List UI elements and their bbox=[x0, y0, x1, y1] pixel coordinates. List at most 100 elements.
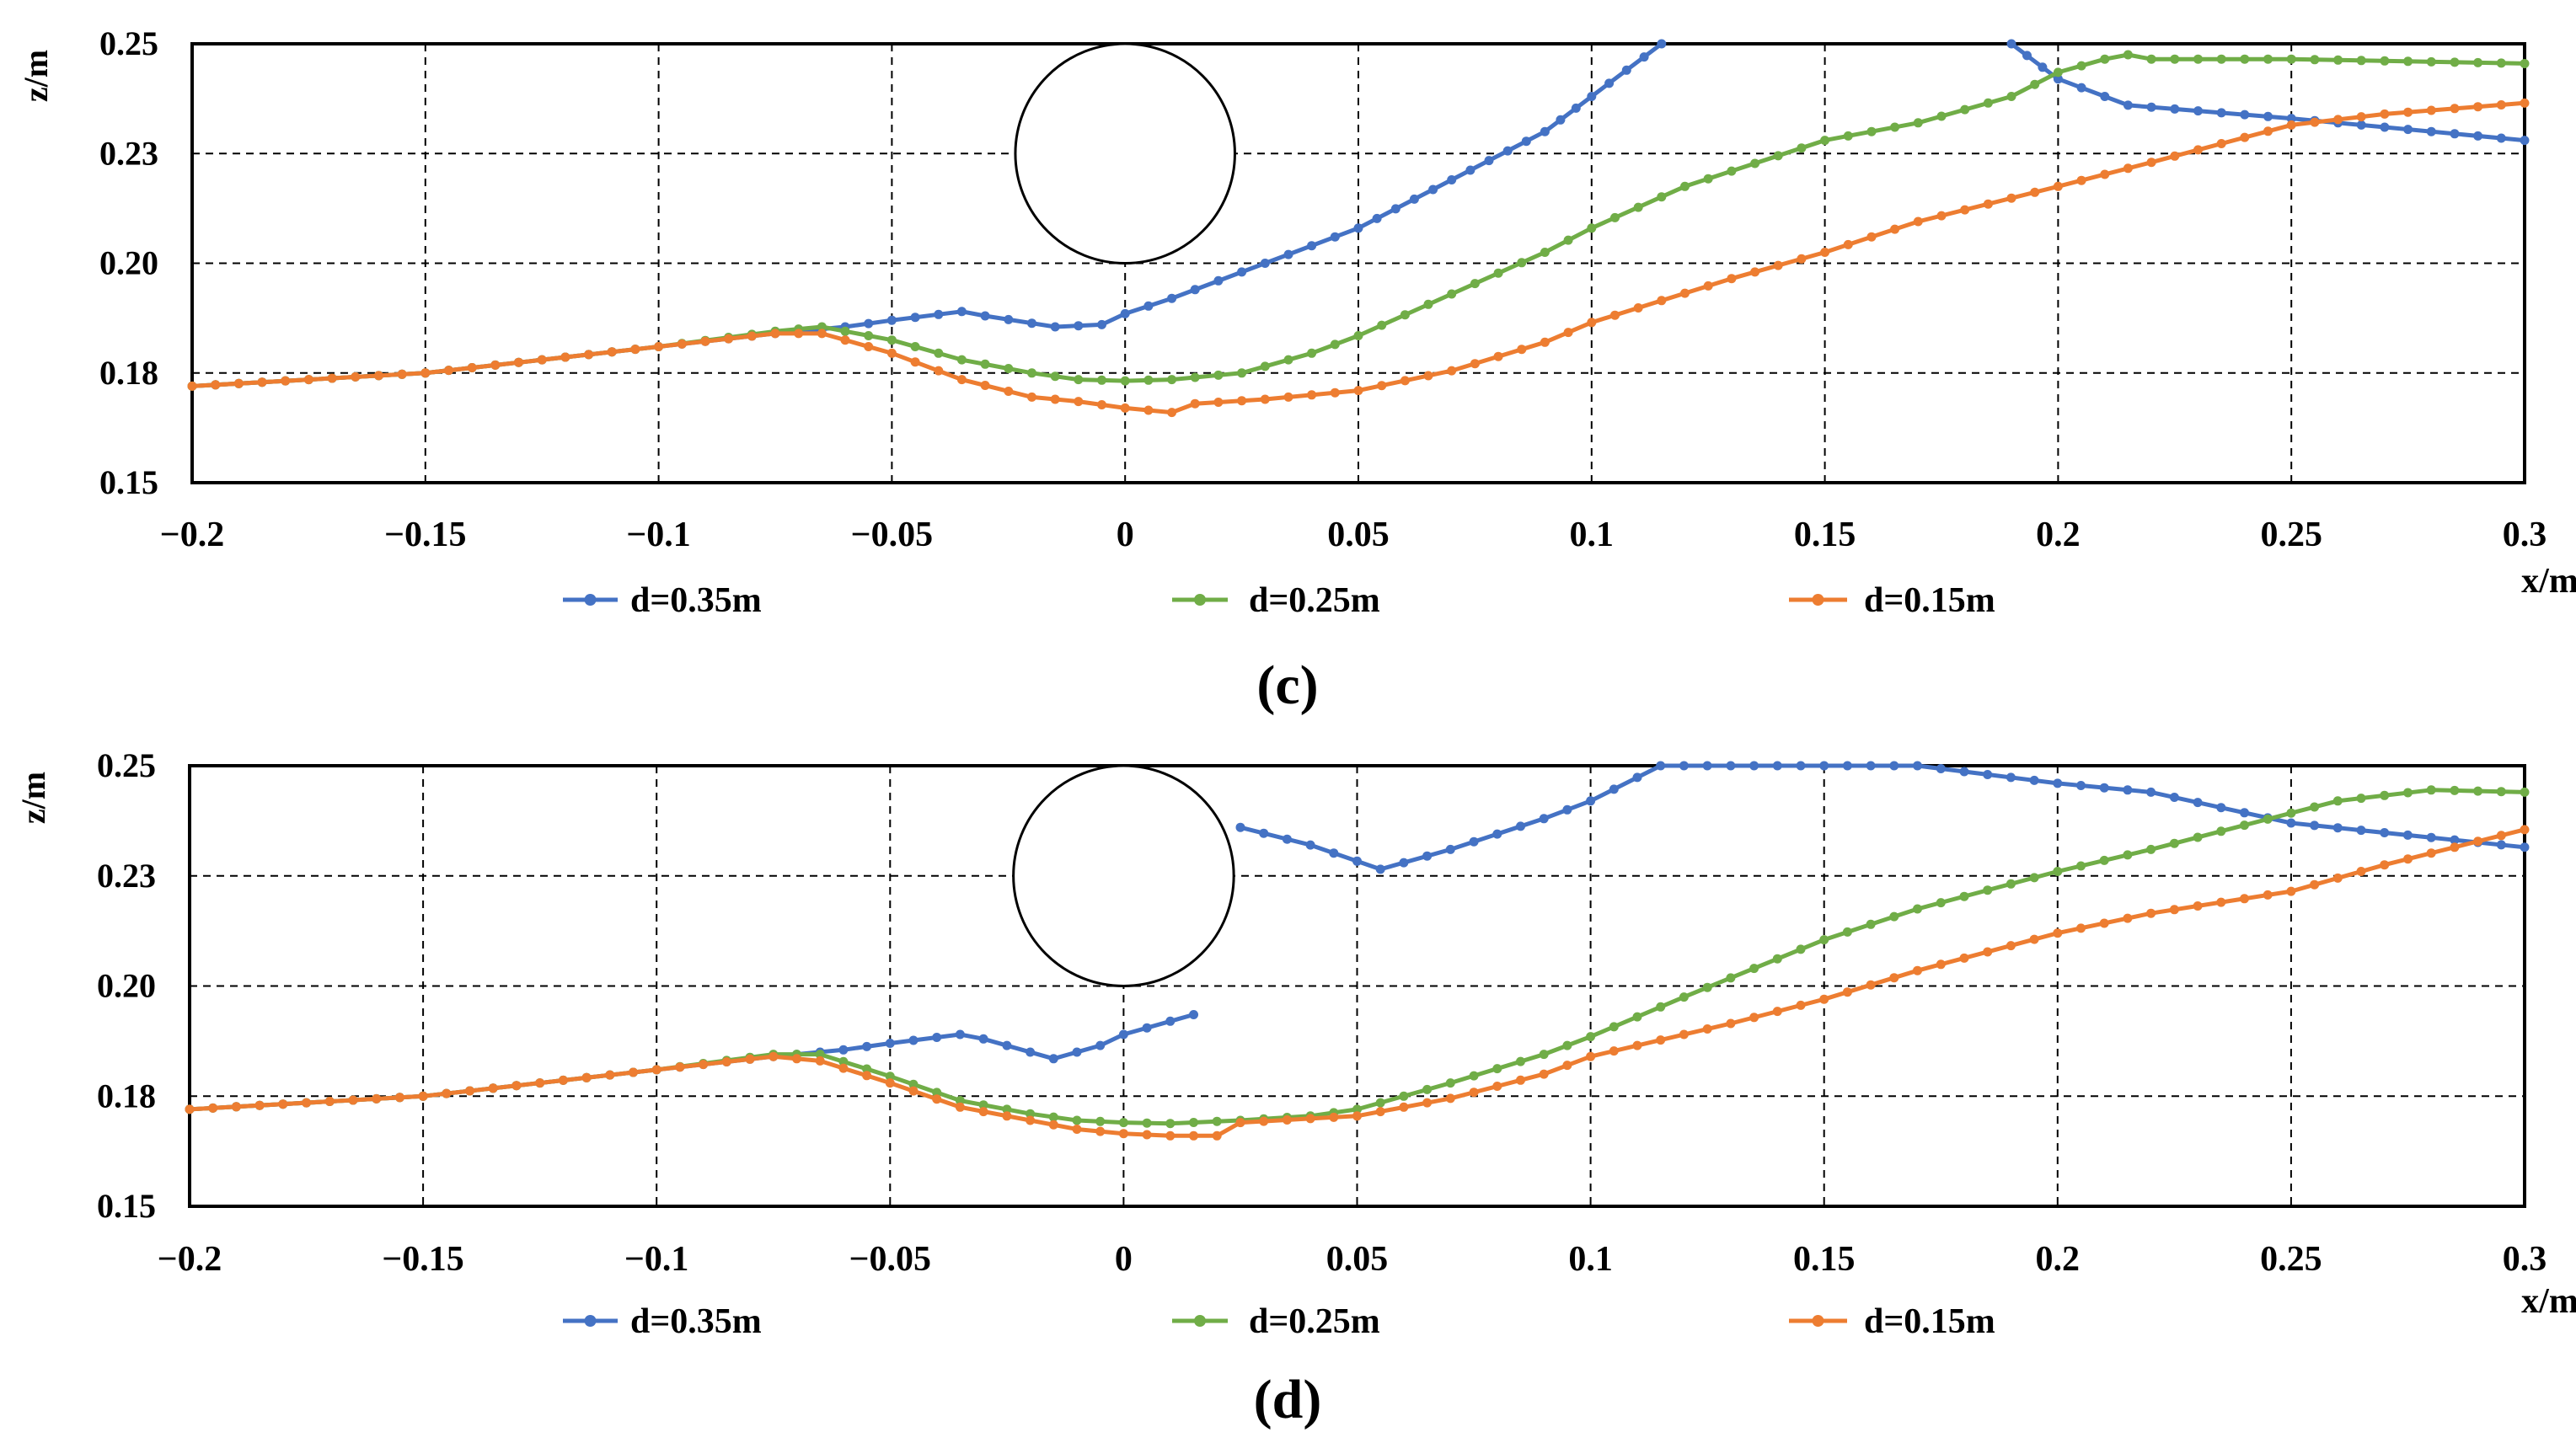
series-marker bbox=[584, 350, 594, 360]
series-marker bbox=[1120, 308, 1130, 318]
series-marker bbox=[1095, 1116, 1106, 1126]
series-marker bbox=[1772, 761, 1782, 771]
series-marker bbox=[1842, 987, 1852, 997]
series-marker bbox=[1423, 299, 1433, 309]
series-marker bbox=[2123, 785, 2133, 795]
series-marker bbox=[351, 371, 361, 382]
series-marker bbox=[1749, 761, 1759, 771]
series-marker bbox=[254, 1100, 265, 1110]
series-marker bbox=[747, 331, 757, 341]
series-marker bbox=[1190, 372, 1200, 382]
series-marker bbox=[1165, 1119, 1176, 1129]
series-marker bbox=[1819, 935, 1829, 945]
series-marker bbox=[1983, 885, 1993, 895]
series-marker bbox=[2380, 828, 2390, 837]
legend-label: d=0.35m bbox=[630, 581, 762, 620]
series-marker bbox=[1445, 844, 1455, 854]
series-marker bbox=[2193, 54, 2203, 64]
series-marker bbox=[1703, 281, 1713, 291]
series-marker bbox=[1727, 274, 1737, 284]
series-marker bbox=[2006, 92, 2016, 101]
series-marker bbox=[1050, 371, 1060, 382]
series-marker bbox=[1657, 39, 1667, 49]
series-marker bbox=[1890, 224, 1900, 234]
series-marker bbox=[1469, 836, 1479, 847]
y-tick-label: 0.15 bbox=[97, 1187, 156, 1225]
series-marker bbox=[2426, 56, 2436, 67]
series-marker bbox=[1842, 927, 1852, 937]
series-marker bbox=[885, 1039, 895, 1048]
series-marker bbox=[1282, 1115, 1292, 1125]
series-marker bbox=[1212, 1130, 1222, 1141]
legend-label: d=0.15m bbox=[1864, 1302, 1995, 1341]
series-marker bbox=[1048, 1054, 1058, 1064]
series-marker bbox=[2146, 787, 2156, 797]
series-marker bbox=[1095, 1126, 1106, 1136]
y-tick-label: 0.18 bbox=[99, 354, 158, 392]
series-marker bbox=[1002, 1040, 1012, 1050]
x-tick-label: 0.25 bbox=[2260, 1240, 2322, 1279]
series-marker bbox=[1445, 1078, 1455, 1088]
series-marker bbox=[1305, 1114, 1315, 1124]
series-marker bbox=[1118, 1129, 1128, 1139]
series-marker bbox=[2022, 51, 2032, 61]
series-marker bbox=[908, 1035, 918, 1045]
series-marker bbox=[1048, 1112, 1058, 1122]
series-marker bbox=[1540, 337, 1550, 347]
series-marker bbox=[1447, 289, 1457, 299]
series-marker bbox=[2006, 772, 2016, 783]
series-marker bbox=[1447, 175, 1457, 184]
series-marker bbox=[2076, 61, 2086, 71]
series-marker bbox=[1749, 1013, 1759, 1023]
series-marker bbox=[1936, 898, 1946, 908]
series-marker bbox=[1936, 111, 1947, 121]
series-marker bbox=[1680, 181, 1690, 191]
series-marker bbox=[2450, 835, 2460, 845]
figure-caption: (c) bbox=[1256, 655, 1318, 716]
series-marker bbox=[1260, 361, 1270, 371]
series-marker bbox=[1639, 52, 1649, 62]
series-marker bbox=[956, 375, 967, 385]
series-marker bbox=[2450, 785, 2460, 795]
series-marker bbox=[654, 342, 664, 351]
series-marker bbox=[794, 329, 804, 339]
y-tick-label: 0.15 bbox=[99, 463, 158, 501]
series-marker bbox=[1889, 973, 1899, 983]
series-marker bbox=[978, 1034, 988, 1044]
series-marker bbox=[651, 1065, 661, 1075]
series-marker bbox=[1750, 158, 1760, 168]
series-marker bbox=[2263, 890, 2273, 900]
series-marker bbox=[1260, 394, 1270, 404]
series-marker bbox=[303, 375, 313, 385]
y-tick-label: 0.23 bbox=[97, 857, 156, 895]
series-marker bbox=[2450, 57, 2460, 67]
series-marker bbox=[1470, 359, 1480, 369]
legend-item: d=0.35m bbox=[563, 1302, 762, 1341]
series-marker bbox=[885, 1078, 895, 1088]
series-marker bbox=[2216, 897, 2226, 907]
series-marker bbox=[1329, 1112, 1339, 1122]
series-marker bbox=[2520, 825, 2530, 835]
series-marker bbox=[2473, 131, 2483, 141]
series-marker bbox=[1493, 351, 1503, 361]
series-marker bbox=[327, 373, 337, 383]
series-marker bbox=[1422, 1098, 1433, 1108]
series-marker bbox=[1465, 165, 1475, 175]
series-marker bbox=[721, 1057, 731, 1066]
series-marker bbox=[1400, 376, 1410, 386]
series-marker bbox=[2263, 126, 2273, 136]
y-tick-label: 0.25 bbox=[97, 746, 156, 784]
series-marker bbox=[1447, 366, 1457, 376]
series-marker bbox=[2123, 163, 2133, 174]
legend-item: d=0.25m bbox=[1172, 581, 1380, 620]
series-marker bbox=[1656, 1002, 1666, 1012]
x-axis-label: x/m bbox=[2521, 562, 2576, 601]
series-marker bbox=[1072, 1125, 1082, 1134]
series-marker bbox=[1540, 126, 1550, 136]
series-marker bbox=[1540, 248, 1550, 257]
series-marker bbox=[1571, 103, 1581, 113]
series-marker bbox=[1492, 1082, 1502, 1091]
series-marker bbox=[372, 1093, 382, 1104]
series-marker bbox=[2029, 873, 2039, 883]
